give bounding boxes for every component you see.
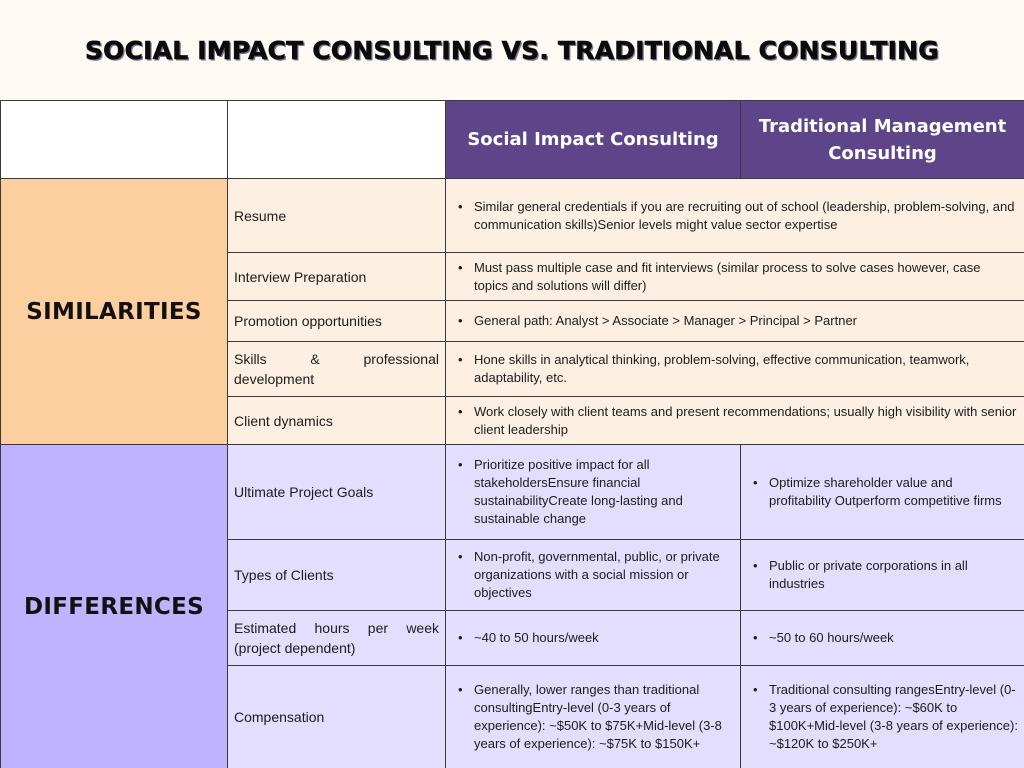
section-label-differences: DIFFERENCES [0, 444, 228, 768]
table-row: SIMILARITIES Resume • Similar general cre… [0, 178, 1024, 445]
shared-cell: • Must pass multiple case and fit intervi… [445, 252, 1024, 301]
header-social-impact: Social Impact Consulting [445, 100, 741, 179]
social-impact-cell: • Generally, lower ranges than traditiona… [445, 665, 741, 768]
shared-cell: • Similar general credentials if you are … [445, 178, 1024, 253]
bullet-icon: • [753, 682, 758, 697]
row-label: Estimated hours per week (project depend… [227, 610, 446, 666]
bullet-icon: • [753, 475, 758, 490]
bullet-icon: • [458, 457, 463, 472]
row-label: Types of Clients [227, 539, 446, 611]
header-traditional: Traditional Management Consulting [740, 100, 1024, 179]
social-impact-cell: • Prioritize positive impact for all stak… [445, 444, 741, 540]
row-label: Client dynamics [227, 396, 446, 445]
bullet-icon: • [458, 403, 463, 419]
row-label: Ultimate Project Goals [227, 444, 446, 540]
shared-cell: • Work closely with client teams and pres… [445, 396, 1024, 445]
bullet-icon: • [458, 313, 463, 328]
row-label: Interview Preparation [227, 252, 446, 301]
traditional-cell: • Traditional consulting rangesEntry-leve… [740, 665, 1024, 768]
bullet-icon: • [753, 630, 758, 645]
row-label: Resume [227, 178, 446, 253]
section-label-similarities: SIMILARITIES [0, 178, 228, 445]
social-impact-cell: • ~40 to 50 hours/week [445, 610, 741, 666]
table-row: Compensation • Generally, lower ranges th… [0, 665, 1024, 768]
bullet-icon: • [458, 259, 463, 275]
header-blank-cell-1 [0, 100, 228, 179]
social-impact-cell: • Non-profit, governmental, public, or pr… [445, 539, 741, 611]
header-blank-cell-2 [227, 100, 446, 179]
table-row: Interview Preparation • Must pass multipl… [0, 252, 1024, 301]
table-row: Client dynamics • Work closely with clien… [0, 396, 1024, 445]
table-header-row: Social Impact Consulting Traditional Man… [0, 100, 1024, 179]
shared-cell: • General path: Analyst > Associate > Man… [445, 300, 1024, 342]
bullet-icon: • [458, 682, 463, 697]
traditional-cell: • ~50 to 60 hours/week [740, 610, 1024, 666]
bullet-icon: • [458, 352, 463, 367]
traditional-cell: • Public or private corporations in all i… [740, 539, 1024, 611]
row-label: Promotion opportunities [227, 300, 446, 342]
bullet-icon: • [458, 630, 463, 645]
bullet-icon: • [458, 198, 463, 214]
shared-cell: • Hone skills in analytical thinking, pro… [445, 341, 1024, 397]
row-label: Compensation [227, 665, 446, 768]
table-row: DIFFERENCES Ultimate Project Goals • Prio… [0, 444, 1024, 768]
bullet-icon: • [458, 549, 463, 564]
comparison-table: Social Impact Consulting Traditional Man… [0, 100, 1024, 768]
bullet-icon: • [753, 558, 758, 573]
row-label: Skills & professional development [227, 341, 446, 397]
page-title: SOCIAL IMPACT CONSULTING VS. TRADITIONAL… [84, 35, 940, 65]
traditional-cell: • Optimize shareholder value and profitab… [740, 444, 1024, 540]
